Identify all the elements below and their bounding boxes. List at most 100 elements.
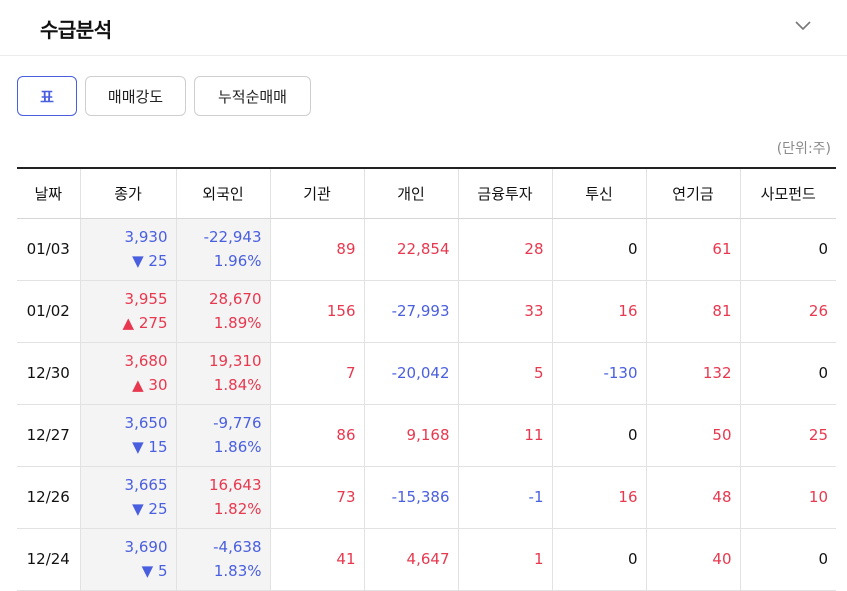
- triangle-down-icon: ▼: [132, 438, 144, 456]
- date-cell: 12/27: [17, 404, 80, 467]
- fin-invest-cell: 33: [457, 280, 552, 343]
- fin-invest-cell: -1: [457, 466, 552, 529]
- close-price: 3,680: [124, 352, 168, 370]
- col-fin-invest: 금융투자: [457, 167, 552, 219]
- foreign-net: 16,643: [209, 476, 262, 494]
- table-row: 12/26 3,665 ▼ 25 16,643 1.82% 73 -15,386 -1 16 48…: [17, 466, 836, 529]
- individual-cell: -15,386: [363, 466, 458, 529]
- tab-trade-strength[interactable]: 매매강도: [85, 76, 186, 116]
- institution-cell: 41: [269, 528, 364, 591]
- unit-label: (단위:주): [776, 141, 831, 157]
- individual-cell: -20,042: [363, 342, 458, 405]
- pension-cell: 40: [645, 528, 740, 591]
- col-individual: 개인: [363, 167, 458, 219]
- close-cell: 3,680 ▲ 30: [79, 342, 176, 405]
- close-cell: 3,650 ▼ 15: [79, 404, 176, 467]
- foreign-ratio: 1.84%: [213, 376, 262, 394]
- foreign-cell: -9,776 1.86%: [175, 404, 270, 467]
- date-cell: 01/02: [17, 280, 80, 343]
- foreign-net: -22,943: [203, 228, 262, 246]
- close-price: 3,665: [124, 476, 168, 494]
- private-fund-cell: 0: [739, 528, 836, 591]
- col-foreign: 외국인: [175, 167, 270, 219]
- tab-table[interactable]: 표: [17, 76, 77, 116]
- close-price: 3,930: [124, 228, 168, 246]
- private-fund-cell: 25: [739, 404, 836, 467]
- pension-cell: 61: [645, 218, 740, 281]
- close-price: 3,690: [124, 538, 168, 556]
- fin-invest-cell: 28: [457, 218, 552, 281]
- triangle-up-icon: ▲: [132, 376, 144, 394]
- date-cell: 12/30: [17, 342, 80, 405]
- close-price: 3,955: [124, 290, 168, 308]
- tab-cumulative-net[interactable]: 누적순매매: [194, 76, 311, 116]
- institution-cell: 86: [269, 404, 364, 467]
- close-cell: 3,930 ▼ 25: [79, 218, 176, 281]
- trust-cell: 0: [551, 218, 646, 281]
- table-row: 12/30 3,680 ▲ 30 19,310 1.84% 7 -20,042 5 -130 13…: [17, 342, 836, 405]
- price-change: ▲ 30: [132, 376, 168, 394]
- individual-cell: -27,993: [363, 280, 458, 343]
- foreign-cell: 28,670 1.89%: [175, 280, 270, 343]
- foreign-ratio: 1.82%: [213, 500, 262, 518]
- close-cell: 3,690 ▼ 5: [79, 528, 176, 591]
- trust-cell: 16: [551, 280, 646, 343]
- close-cell: 3,955 ▲ 275: [79, 280, 176, 343]
- price-change: ▼ 25: [132, 500, 168, 518]
- private-fund-cell: 26: [739, 280, 836, 343]
- institution-cell: 89: [269, 218, 364, 281]
- institution-cell: 156: [269, 280, 364, 343]
- triangle-down-icon: ▼: [141, 562, 154, 580]
- foreign-cell: -4,638 1.83%: [175, 528, 270, 591]
- fin-invest-cell: 5: [457, 342, 552, 405]
- table-row: 12/27 3,650 ▼ 15 -9,776 1.86% 86 9,168 11 0 50 25: [17, 404, 836, 467]
- col-pension: 연기금: [645, 167, 740, 219]
- date-cell: 01/03: [17, 218, 80, 281]
- triangle-down-icon: ▼: [132, 252, 144, 270]
- institution-cell: 7: [269, 342, 364, 405]
- pension-cell: 50: [645, 404, 740, 467]
- foreign-net: 28,670: [209, 290, 262, 308]
- pension-cell: 81: [645, 280, 740, 343]
- price-change: ▼ 5: [141, 562, 168, 580]
- price-change: ▼ 15: [132, 438, 168, 456]
- foreign-cell: 19,310 1.84%: [175, 342, 270, 405]
- foreign-ratio: 1.83%: [213, 562, 262, 580]
- col-private-fund: 사모펀드: [739, 167, 836, 219]
- col-institution: 기관: [269, 167, 364, 219]
- view-tabs: 표 매매강도 누적순매매: [17, 76, 319, 116]
- section-title: 수급분석: [40, 18, 112, 42]
- triangle-up-icon: ▲: [122, 314, 135, 332]
- close-price: 3,650: [124, 414, 168, 432]
- col-date: 날짜: [17, 167, 80, 219]
- date-cell: 12/24: [17, 528, 80, 591]
- private-fund-cell: 10: [739, 466, 836, 529]
- table-row: 01/02 3,955 ▲ 275 28,670 1.89% 156 -27,993 33 16…: [17, 280, 836, 343]
- col-trust: 투신: [551, 167, 646, 219]
- foreign-net: -9,776: [213, 414, 262, 432]
- fin-invest-cell: 1: [457, 528, 552, 591]
- trust-cell: 0: [551, 528, 646, 591]
- price-change: ▲ 275: [122, 314, 168, 332]
- supply-demand-table: 날짜 종가 외국인 기관 개인 금융투자 투신 연기금 사모펀드 01/03 3,…: [17, 167, 836, 591]
- foreign-net: -4,638: [213, 538, 262, 556]
- price-change: ▼ 25: [132, 252, 168, 270]
- pension-cell: 48: [645, 466, 740, 529]
- chevron-down-icon[interactable]: [794, 18, 812, 32]
- trust-cell: 16: [551, 466, 646, 529]
- foreign-ratio: 1.96%: [213, 252, 262, 270]
- pension-cell: 132: [645, 342, 740, 405]
- trust-cell: 0: [551, 404, 646, 467]
- foreign-cell: -22,943 1.96%: [175, 218, 270, 281]
- foreign-net: 19,310: [209, 352, 262, 370]
- section-header: 수급분석: [0, 0, 847, 56]
- trust-cell: -130: [551, 342, 646, 405]
- individual-cell: 22,854: [363, 218, 458, 281]
- institution-cell: 73: [269, 466, 364, 529]
- foreign-ratio: 1.89%: [213, 314, 262, 332]
- individual-cell: 4,647: [363, 528, 458, 591]
- foreign-ratio: 1.86%: [213, 438, 262, 456]
- individual-cell: 9,168: [363, 404, 458, 467]
- date-cell: 12/26: [17, 466, 80, 529]
- table-row: 01/03 3,930 ▼ 25 -22,943 1.96% 89 22,854 28 0 61 0: [17, 218, 836, 281]
